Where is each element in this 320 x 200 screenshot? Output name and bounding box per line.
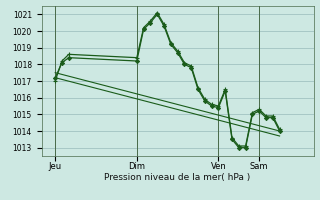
X-axis label: Pression niveau de la mer( hPa ): Pression niveau de la mer( hPa )	[104, 173, 251, 182]
